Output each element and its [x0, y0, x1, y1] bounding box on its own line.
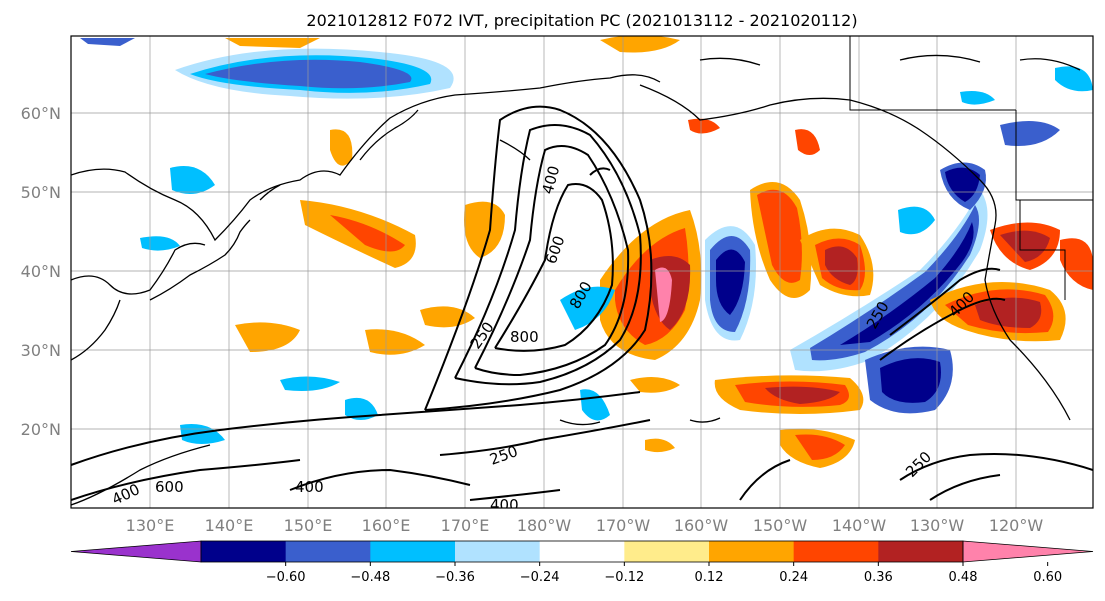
colorbar-swatch: [793, 541, 879, 562]
colorbar-extend-max: [962, 540, 1094, 563]
coastlines: [71, 54, 1081, 506]
colorbar-tick-label: 0.48: [949, 570, 978, 585]
lon-label: 170°E: [441, 516, 490, 535]
lat-label: 50°N: [21, 183, 61, 202]
colorbar-tick-label: 0.12: [695, 570, 724, 585]
graticule: [71, 36, 1093, 508]
colorbar-outline: [200, 540, 964, 563]
ivt-600-contour: [474, 145, 630, 377]
ivt-eastern-ar: [879, 297, 1006, 361]
colorbar-tick-label: −0.12: [604, 570, 644, 585]
lon-label: 130°E: [126, 516, 175, 535]
longitude-labels: 130°E 140°E 150°E 160°E 170°E 180°W 170°…: [126, 516, 1044, 535]
neg-anomaly-ar-band: [790, 190, 988, 372]
colorbar: −0.60 −0.48 −0.36 −0.24 −0.12 0.12 0.24 0.36 0.4…: [70, 540, 1094, 585]
colorbar-swatch: [624, 541, 710, 562]
precip-shading: [80, 36, 1093, 468]
contour-label: 800: [510, 328, 539, 346]
colorbar-swatch: [285, 541, 371, 562]
asia-coast: [71, 74, 661, 242]
latitude-labels: 60°N 50°N 40°N 30°N 20°N: [21, 104, 61, 439]
contour-label: 600: [155, 478, 184, 496]
kamchatka-coast: [359, 109, 419, 161]
lat-label: 60°N: [21, 104, 61, 123]
lon-label: 160°W: [674, 516, 729, 535]
lon-label: 130°W: [910, 516, 965, 535]
colorbar-labels: −0.60 −0.48 −0.36 −0.24 −0.12 0.12 0.24 0.36 0.4…: [266, 570, 1062, 585]
colorbar-swatch: [878, 541, 964, 562]
colorbar-swatches: [70, 540, 1094, 563]
boundaries: [849, 36, 1093, 300]
colorbar-swatch: [709, 541, 795, 562]
lon-label: 140°W: [832, 516, 887, 535]
lon-label: 160°E: [362, 516, 411, 535]
colorbar-extend-min: [70, 540, 202, 563]
colorbar-tick-label: 0.36: [864, 570, 893, 585]
ivt-250-south: [71, 391, 641, 466]
map-panel: 400 600 250 800 800 250 400 400 600 250 …: [71, 36, 1093, 514]
lon-label: 120°W: [989, 516, 1044, 535]
na-west-coast: [984, 224, 1071, 421]
ivt-contours: [71, 105, 1093, 501]
lon-label: 170°W: [596, 516, 651, 535]
lat-label: 30°N: [21, 341, 61, 360]
japan-coast: [149, 219, 251, 301]
colorbar-tick-label: −0.48: [350, 570, 390, 585]
colorbar-tick-label: −0.24: [520, 570, 560, 585]
colorbar-tick-label: 0.24: [779, 570, 808, 585]
ivt-400-south: [71, 459, 301, 501]
colorbar-tick-label: 0.60: [1033, 570, 1062, 585]
ivt-800-contour: [494, 183, 614, 352]
ivt-250-contour: [424, 105, 653, 411]
lon-label: 180°W: [517, 516, 572, 535]
colorbar-swatch: [370, 541, 456, 562]
colorbar-ticks: [285, 562, 1049, 566]
lon-label: 150°E: [284, 516, 333, 535]
colorbar-swatch: [539, 541, 625, 562]
colorbar-swatch: [455, 541, 541, 562]
colorbar-swatch: [201, 541, 287, 562]
lon-label: 140°E: [205, 516, 254, 535]
lon-label: 150°W: [753, 516, 808, 535]
lat-label: 40°N: [21, 262, 61, 281]
colorbar-tick-label: −0.36: [435, 570, 475, 585]
colorbar-tick-label: −0.60: [266, 570, 306, 585]
map-title: 2021012812 F072 IVT, precipitation PC (2…: [306, 11, 857, 30]
map-frame: [70, 35, 1094, 509]
contour-label: 400: [295, 478, 324, 496]
lat-label: 20°N: [21, 420, 61, 439]
contour-label: 400: [490, 496, 519, 514]
ivt-400-contour: [454, 124, 642, 386]
